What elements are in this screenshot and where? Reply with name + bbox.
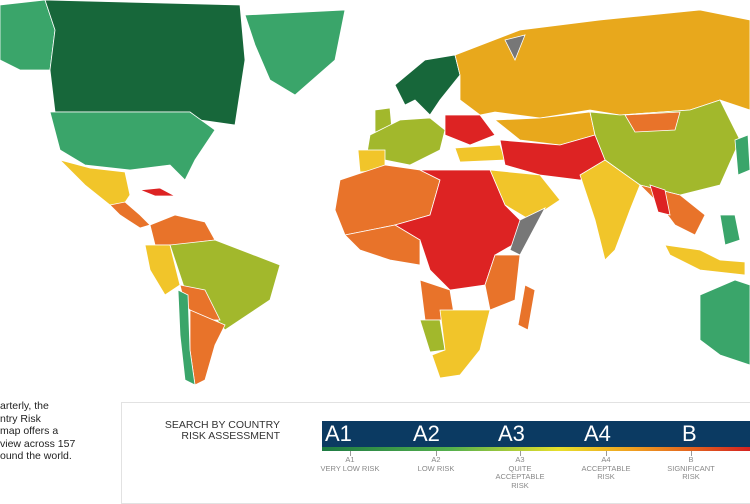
tick bbox=[350, 451, 351, 456]
rating-a4-button[interactable]: A4 bbox=[584, 421, 611, 446]
country-chile[interactable] bbox=[177, 289, 196, 386]
country-southern-africa[interactable] bbox=[431, 309, 491, 379]
country-alaska[interactable] bbox=[0, 0, 56, 71]
country-namibia[interactable] bbox=[419, 319, 446, 353]
intro-line: view across 157 bbox=[0, 437, 76, 450]
country-central-america[interactable] bbox=[109, 201, 151, 229]
country-no-data-misc[interactable] bbox=[504, 34, 526, 61]
country-sahel-central-africa[interactable] bbox=[394, 169, 531, 291]
rating-a3-button[interactable]: A3 bbox=[498, 421, 525, 446]
rating-b-label: B SIGNIFICANT RISK bbox=[661, 455, 721, 482]
tick bbox=[436, 451, 437, 456]
rating-desc: SIGNIFICANT RISK bbox=[667, 463, 715, 481]
legend-panel bbox=[121, 402, 750, 504]
intro-line: arterly, the bbox=[0, 400, 49, 412]
country-japan[interactable] bbox=[734, 134, 750, 176]
rating-desc: ACCEPTABLE RISK bbox=[581, 463, 631, 481]
country-turkey[interactable] bbox=[454, 144, 506, 163]
country-greenland[interactable] bbox=[244, 9, 346, 96]
country-australia[interactable] bbox=[699, 279, 750, 366]
rating-code: A3 bbox=[515, 455, 525, 464]
risk-rating-bar[interactable] bbox=[322, 421, 750, 447]
country-usa[interactable] bbox=[49, 111, 216, 181]
intro-line: ound the world. bbox=[0, 450, 72, 462]
rating-a4-label: A4 ACCEPTABLE RISK bbox=[576, 455, 636, 482]
country-west-africa[interactable] bbox=[344, 224, 421, 266]
rating-a3-label: A3 QUITE ACCEPTABLE RISK bbox=[490, 455, 550, 490]
risk-gradient-strip bbox=[322, 447, 750, 451]
rating-code: A1 bbox=[345, 455, 355, 464]
country-east-africa[interactable] bbox=[484, 254, 521, 311]
intro-line: ntry Risk bbox=[0, 412, 41, 425]
rating-code: A4 bbox=[601, 455, 611, 464]
country-myanmar[interactable] bbox=[649, 184, 671, 216]
country-cuba[interactable] bbox=[139, 187, 176, 197]
search-by-label: SEARCH BY COUNTRY RISK ASSESSMENT bbox=[164, 419, 280, 442]
country-russia[interactable] bbox=[454, 9, 750, 119]
rating-b-button[interactable]: B bbox=[682, 421, 697, 446]
rating-a2-button[interactable]: A2 bbox=[413, 421, 440, 446]
rating-desc: QUITE ACCEPTABLE RISK bbox=[495, 463, 545, 490]
rating-a1-label: A1 VERY LOW RISK bbox=[310, 455, 390, 473]
world-risk-map bbox=[0, 0, 750, 386]
tick bbox=[520, 451, 521, 456]
rating-a1-button[interactable]: A1 bbox=[325, 421, 352, 446]
tick bbox=[606, 451, 607, 456]
country-ukraine[interactable] bbox=[444, 114, 496, 146]
tick bbox=[691, 451, 692, 456]
rating-code: A2 bbox=[431, 455, 441, 464]
intro-text: arterly, the ntry Risk map offers a view… bbox=[0, 400, 112, 463]
rating-desc: LOW RISK bbox=[417, 463, 455, 473]
country-canada[interactable] bbox=[44, 0, 246, 126]
rating-code: B bbox=[688, 455, 694, 464]
country-colombia-venezuela[interactable] bbox=[149, 214, 216, 246]
country-philippines[interactable] bbox=[719, 214, 741, 246]
country-india[interactable] bbox=[579, 159, 641, 261]
intro-line: map offers a bbox=[0, 425, 59, 437]
country-madagascar[interactable] bbox=[517, 284, 536, 331]
rating-desc: VERY LOW RISK bbox=[320, 463, 380, 473]
rating-a2-label: A2 LOW RISK bbox=[396, 455, 476, 473]
country-peru[interactable] bbox=[144, 244, 181, 296]
country-mongolia[interactable] bbox=[624, 111, 681, 133]
country-scandinavia[interactable] bbox=[394, 54, 461, 116]
country-indonesia[interactable] bbox=[664, 244, 746, 276]
